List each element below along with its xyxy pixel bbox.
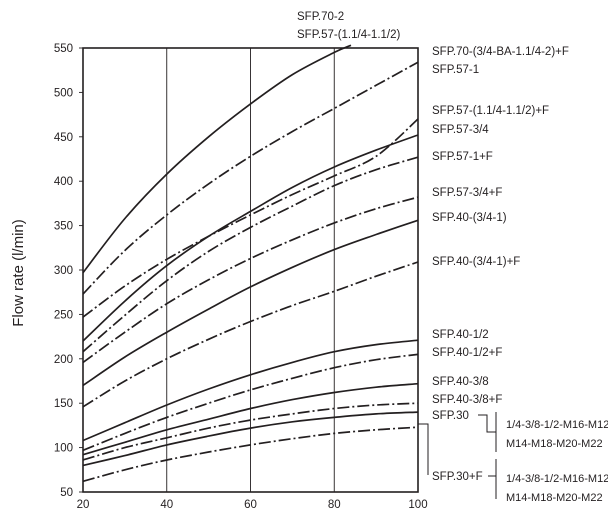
label-r7: SFP.40-(3/4-1) [432,212,507,224]
x-tick-label-0: 20 [77,499,90,511]
series-line-14 [82,426,419,483]
series-line-9 [82,339,419,442]
label-r14: SFP.30+F [432,471,483,483]
y-tick-label-10: 550 [54,43,73,55]
series-line-6 [82,196,419,364]
label-r2: SFP.57-1 [432,64,479,76]
series-line-8 [82,261,419,408]
series-line-13 [82,411,419,467]
label-r13-sub1: 1/4-3/8-1/2-M16-M12 [506,419,608,431]
series-line-2 [82,61,419,295]
series-line-5 [82,156,419,353]
sfp30f-bracket [488,459,497,499]
y-tick-label-0: 50 [60,487,73,499]
series-line-11 [82,382,419,456]
label-top-1: SFP.70-2 [297,11,344,23]
series-line-1 [82,44,352,274]
label-r8: SFP.40-(3/4-1)+F [432,256,520,268]
series-labels: SFP.70-2 SFP.57-(1.1/4-1.1/2) SFP.70-(3/… [297,11,608,504]
label-r14-sub2: M14-M18-M20-M22 [506,492,603,504]
x-tick-labels: 20 40 60 80 100 [77,499,428,511]
series-line-7 [82,219,419,387]
label-r9: SFP.40-1/2 [432,329,489,341]
sfp30f-leader [418,423,429,475]
series-lines [82,44,419,483]
label-r4: SFP.57-3/4 [432,124,489,136]
x-tick-label-2: 60 [244,499,257,511]
label-r10: SFP.40-1/2+F [432,347,502,359]
y-tick-label-8: 450 [54,132,73,144]
label-r13: SFP.30 [432,410,469,422]
label-top-2: SFP.57-(1.1/4-1.1/2) [297,29,401,41]
y-tick-label-2: 150 [54,398,73,410]
sfp30-bracket [478,412,497,452]
y-tick-label-5: 300 [54,265,73,277]
grid [79,47,419,493]
y-tick-label-4: 250 [54,309,73,321]
label-r13-sub2: M14-M18-M20-M22 [506,438,603,450]
y-tick-label-7: 400 [54,176,73,188]
y-tick-labels: 50 100 150 200 250 300 350 400 450 500 550 [54,43,73,499]
y-tick-label-3: 200 [54,354,73,366]
x-tick-label-3: 80 [328,499,341,511]
plot-frame [82,47,419,493]
y-tick-label-9: 500 [54,87,73,99]
label-r1: SFP.70-(3/4-BA-1.1/4-2)+F [432,46,569,58]
label-r3: SFP.57-(1.1/4-1.1/2)+F [432,105,549,117]
series-line-4 [82,134,419,342]
label-r6: SFP.57-3/4+F [432,187,502,199]
series-line-3 [82,118,419,318]
y-axis-title: Flow rate (l/min) [10,219,27,327]
label-r11: SFP.40-3/8 [432,376,489,388]
y-tick-label-1: 100 [54,443,73,455]
x-tick-label-4: 100 [408,499,427,511]
label-r5: SFP.57-1+F [432,151,493,163]
series-line-12 [82,402,419,461]
x-tick-label-1: 40 [160,499,173,511]
y-tick-label-6: 350 [54,221,73,233]
label-r12: SFP.40-3/8+F [432,394,502,406]
label-r14-sub1: 1/4-3/8-1/2-M16-M12 [506,473,608,485]
